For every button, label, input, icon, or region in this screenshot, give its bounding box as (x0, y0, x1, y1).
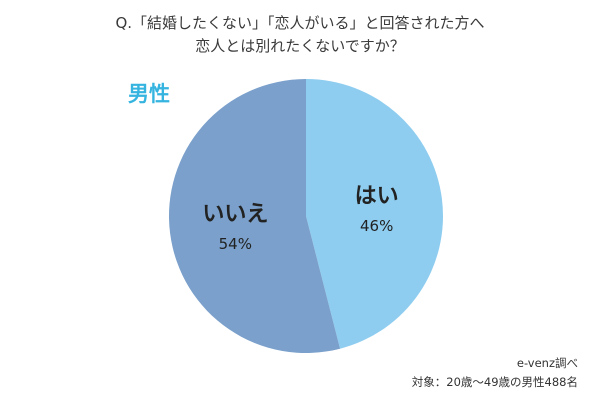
source-note: e-venz調べ 対象：20歳〜49歳の男性488名 (412, 354, 578, 392)
gender-label: 男性 (128, 82, 170, 106)
source-line-1: e-venz調べ (516, 356, 578, 370)
slice-label-1: いいえ (202, 202, 268, 227)
slice-label-0: はい (355, 184, 399, 209)
question-line-2: 恋人とは別れたくないですか？ (195, 37, 405, 55)
source-line-2: 対象：20歳〜49歳の男性488名 (411, 375, 578, 389)
pie-slice-1 (168, 79, 341, 354)
question-text: Q.「結婚したくない」「恋人がいる」と回答された方へ 恋人とは別れたくないですか… (0, 12, 600, 58)
slice-value-label-0: 46% (360, 217, 393, 235)
slice-value-label-1: 54% (219, 235, 252, 253)
pie-slice-0 (306, 79, 443, 349)
question-line-1: Q.「結婚したくない」「恋人がいる」と回答された方へ (115, 14, 485, 32)
